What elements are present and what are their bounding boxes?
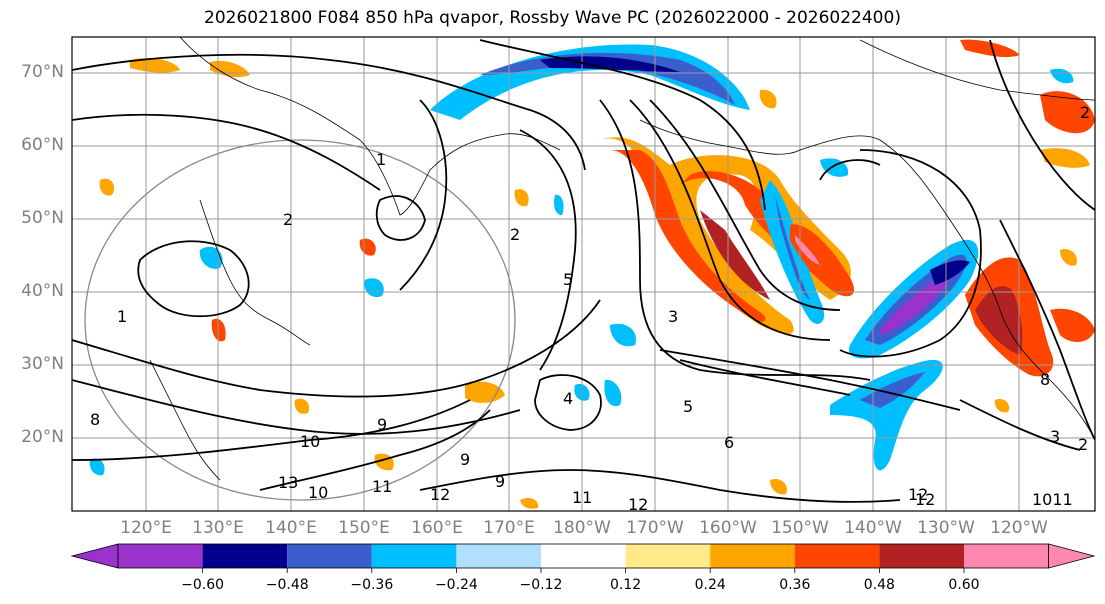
contour-label: 1 [117,307,127,326]
contour-label: 6 [724,433,734,452]
lat-label: 50°N [21,208,64,228]
colorbar-segment [964,544,1049,568]
lat-label: 30°N [21,354,64,374]
contour-label: 2 [510,225,520,244]
colorbar-segment [202,544,288,568]
coastlines [149,37,1095,481]
colorbar-tick-label: 0.60 [948,577,980,593]
colorbar-tick-label: 0.36 [779,577,811,593]
lat-label: 20°N [21,427,64,447]
colorbar-segment [879,544,964,568]
lon-label: 120°E [120,518,172,538]
colorbar-segment [541,544,626,568]
colorbar-extend-high [1048,543,1096,569]
colorbar-tick-label: 0.48 [863,577,895,593]
colorbar-segment [371,544,457,568]
lon-label: 130°E [192,518,244,538]
lat-label: 70°N [21,62,64,82]
contour-label: 12 [915,490,935,509]
contour-label: 3 [1050,427,1060,446]
colorbar-segment [456,544,541,568]
contour-label: 4 [563,389,573,408]
lon-label: 150°W [771,518,829,538]
lon-label: 170°W [626,518,684,538]
lon-label: 170°E [483,518,535,538]
map-frame [71,36,1096,512]
colorbar-tick-label: −0.36 [350,577,394,593]
contour-label: 11 [572,488,592,507]
contour-label: 9 [377,415,387,434]
contour-label: 12 [628,495,648,514]
lon-label: 120°W [990,518,1048,538]
lon-label: 140°W [844,518,902,538]
colorbar-segment [794,544,880,568]
colorbar-tick-label: 0.24 [694,577,726,593]
lon-label: 130°W [917,518,975,538]
colorbar-segment [625,544,711,568]
qvapor-contours [72,39,1095,503]
map-title: 2026021800 F084 850 hPa qvapor, Rossby W… [204,8,901,28]
contour-label: 10 [308,483,328,502]
colorbar-tick-label: −0.60 [181,577,225,593]
colorbar-segment [710,544,795,568]
contour-label: 8 [90,410,100,429]
lon-label: 150°E [338,518,390,538]
contour-labels: 1 1 2 2 5 3 3 4 5 6 8 8 9 9 9 10 10 11 1… [90,103,1090,514]
contour-label: 13 [278,473,298,492]
contour-label: 8 [1040,370,1050,389]
contour-label: 1011 [1032,490,1073,509]
lon-label: 160°E [411,518,463,538]
colorbar-tick-label: −0.12 [519,577,563,593]
contour-label: 2 [1078,435,1088,454]
lon-label: 160°W [699,518,757,538]
colorbar-segment [287,544,372,568]
lat-label: 40°N [21,281,64,301]
contour-label: 12 [430,485,450,504]
colorbar-tick-label: −0.48 [265,577,309,593]
colorbar-tick-label: 0.12 [610,577,642,593]
colorbar-segment [118,544,203,568]
contour-label: 9 [460,450,470,469]
map-plot-area: 1 1 2 2 5 3 3 4 5 6 8 8 9 9 9 10 10 11 1… [72,37,1095,514]
reference-circle [84,139,516,501]
lon-label: 180°W [553,518,611,538]
contour-label: 10 [300,432,320,451]
lon-label: 140°E [265,518,317,538]
contour-label: 1 [376,150,386,169]
colorbar-tick-label: −0.24 [434,577,478,593]
colorbar-frame [117,543,1049,569]
contour-label: 5 [683,397,693,416]
contour-label: 5 [563,270,573,289]
contour-label: 12 [908,485,928,504]
contour-label: 11 [372,477,392,496]
contour-label: 3 [668,307,678,326]
colorbar [70,543,1096,573]
contour-label: 2 [283,210,293,229]
contour-label: 9 [495,472,505,491]
contour-label: 2 [1080,103,1090,122]
lat-label: 60°N [21,135,64,155]
colorbar-extend-low [70,543,119,569]
